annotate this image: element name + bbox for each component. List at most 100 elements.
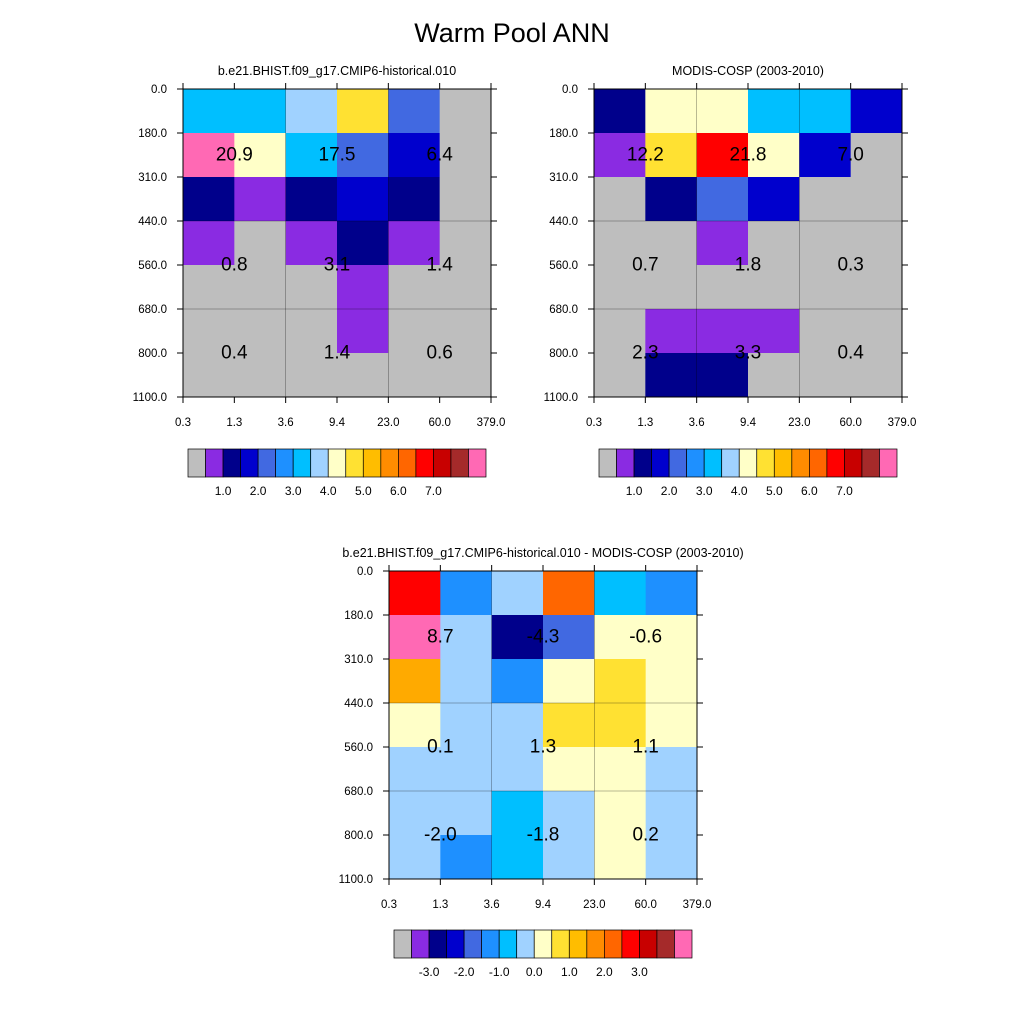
heatmap-cell: [850, 221, 903, 266]
y-tick-label: 180.0: [344, 610, 373, 622]
colorbar-box: [861, 448, 880, 478]
y-tick-label: 310.0: [344, 654, 373, 666]
heatmap-cell: [491, 703, 544, 748]
cell-value-label: 1.8: [735, 255, 761, 276]
heatmap-cell: [234, 309, 287, 354]
cell-value-label: 0.3: [837, 255, 863, 276]
y-tick-label: 680.0: [549, 304, 578, 316]
colorbar-label: 3.0: [285, 484, 302, 498]
colorbar-label: 0.0: [526, 965, 543, 979]
heatmap-cell: [645, 615, 698, 660]
heatmap-cell: [748, 221, 800, 266]
colorbar-label: 2.0: [596, 965, 613, 979]
y-tick-label: 310.0: [549, 172, 578, 184]
colorbar-label: 1.0: [215, 484, 232, 498]
heatmap-cell: [850, 265, 903, 310]
colorbar-box: [411, 929, 430, 959]
heatmap-cell: [388, 89, 441, 134]
colorbar-box: [450, 448, 469, 478]
colorbar-label: 3.0: [631, 965, 648, 979]
cell-value-label: 0.8: [221, 255, 247, 276]
cell-value-label: 3.3: [735, 343, 761, 364]
cell-value-label: 7.0: [837, 145, 863, 166]
cell-value-label: 6.4: [426, 145, 453, 166]
colorbar-box: [240, 448, 259, 478]
cell-value-label: 0.4: [837, 343, 864, 364]
heatmap-cell: [799, 133, 852, 178]
cell-value-label: 3.1: [324, 255, 350, 276]
x-tick-label: 1.3: [637, 417, 653, 429]
heatmap-cell: [696, 353, 749, 398]
colorbar-box: [686, 448, 705, 478]
cell-value-label: 0.1: [427, 737, 453, 758]
heatmap-cell: [234, 265, 287, 310]
colorbar-box: [362, 448, 382, 478]
heatmap-cell: [234, 221, 287, 266]
colorbar-label: 2.0: [250, 484, 267, 498]
heatmap-cell: [388, 177, 441, 222]
colorbar-box: [586, 929, 605, 959]
y-tick-label: 800.0: [344, 830, 373, 842]
colorbar-box: [674, 929, 693, 959]
heatmap-cell: [183, 177, 235, 222]
heatmap-cell: [337, 265, 389, 310]
colorbar-box: [292, 448, 312, 478]
heatmap-cell: [645, 265, 698, 310]
heatmap-panel-model: b.e21.BHIST.f09_g17.CMIP6-historical.010…: [133, 64, 506, 498]
heatmap-cell: [440, 615, 493, 660]
colorbar-box: [428, 929, 447, 959]
colorbar-label: -2.0: [454, 965, 475, 979]
cell-value-label: 0.4: [221, 343, 248, 364]
heatmap-cell: [594, 309, 646, 354]
colorbar-label: 5.0: [355, 484, 372, 498]
heatmap-cell: [389, 703, 441, 748]
colorbar-label: 6.0: [390, 484, 407, 498]
cell-value-label: 1.3: [530, 737, 556, 758]
colorbar-box: [398, 448, 417, 478]
colorbar-label: 2.0: [661, 484, 678, 498]
colorbar-label: -3.0: [419, 965, 440, 979]
cell-value-label: 17.5: [319, 145, 356, 166]
y-tick-label: 0.0: [151, 84, 167, 96]
heatmap-cell: [285, 353, 338, 398]
colorbar-box: [393, 929, 412, 959]
heatmap-cell: [696, 133, 749, 178]
heatmap-cell: [285, 177, 338, 222]
heatmap-cell: [440, 659, 493, 704]
y-tick-label: 180.0: [549, 128, 578, 140]
heatmap-cell: [543, 791, 595, 836]
heatmap-cell: [388, 221, 441, 266]
x-tick-label: 3.6: [689, 417, 705, 429]
colorbar-label: 4.0: [320, 484, 337, 498]
heatmap-cell: [696, 177, 749, 222]
x-tick-label: 23.0: [788, 417, 810, 429]
heatmap-cell: [543, 747, 595, 792]
cell-value-label: 8.7: [427, 627, 453, 648]
heatmap-cell: [850, 353, 903, 398]
heatmap-cell: [491, 747, 544, 792]
heatmap-cell: [234, 353, 287, 398]
colorbar-box: [738, 448, 758, 478]
heatmap-cell: [645, 835, 698, 880]
heatmap-cell: [440, 791, 493, 836]
colorbar-label: 7.0: [425, 484, 442, 498]
heatmap-cell: [543, 835, 595, 880]
heatmap-cell: [285, 133, 338, 178]
colorbar-box: [481, 929, 500, 959]
colorbar-box: [468, 448, 487, 478]
x-tick-label: 3.6: [278, 417, 294, 429]
colorbar-box: [533, 929, 553, 959]
colorbar-box: [446, 929, 465, 959]
heatmap-cell: [594, 221, 646, 266]
colorbar-box: [756, 448, 775, 478]
cell-value-label: 0.6: [426, 343, 452, 364]
heatmap-cell: [850, 89, 903, 134]
y-tick-label: 1100.0: [339, 874, 373, 886]
colorbar-box: [639, 929, 658, 959]
y-tick-label: 560.0: [138, 260, 167, 272]
panel-title-model: b.e21.BHIST.f09_g17.CMIP6-historical.010: [218, 64, 456, 78]
heatmap-cell: [645, 571, 698, 616]
heatmap-cell: [234, 89, 287, 134]
heatmap-cell: [389, 571, 441, 616]
heatmap-cell: [285, 221, 338, 266]
